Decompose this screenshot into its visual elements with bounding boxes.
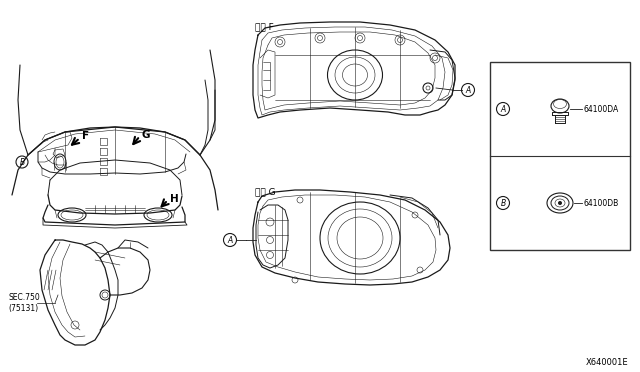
Text: A: A [227, 235, 232, 244]
Text: H: H [170, 194, 179, 204]
Text: B: B [500, 199, 506, 208]
Text: 矢視 F: 矢視 F [255, 22, 274, 31]
Text: A: A [500, 105, 506, 113]
Text: 64100DA: 64100DA [584, 105, 620, 113]
Text: 矢視 G: 矢視 G [255, 187, 276, 196]
Bar [490, 62, 630, 250]
Text: SEC.750
(75131): SEC.750 (75131) [8, 293, 40, 313]
Circle shape [558, 201, 562, 205]
Text: F: F [82, 131, 89, 141]
Text: G: G [142, 130, 150, 140]
Text: X640001E: X640001E [586, 358, 628, 367]
Text: 64100DB: 64100DB [584, 199, 620, 208]
Text: B: B [19, 157, 24, 167]
Text: A: A [465, 86, 470, 94]
